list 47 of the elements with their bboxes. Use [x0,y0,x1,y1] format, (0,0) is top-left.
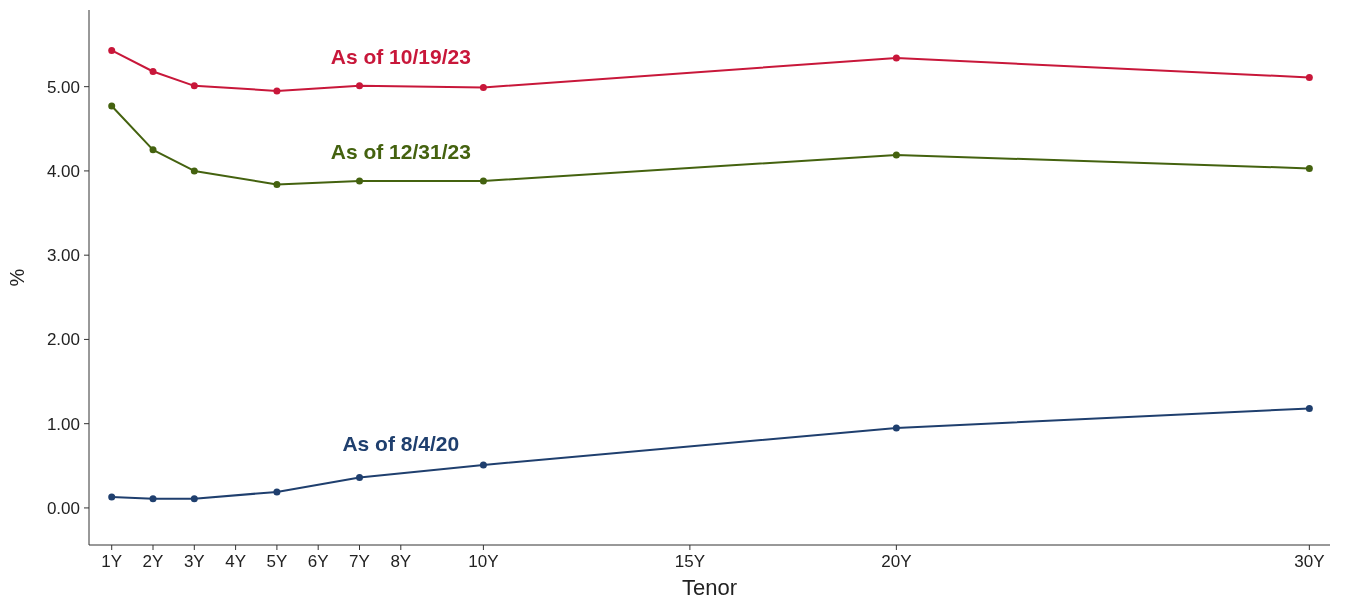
point [273,180,281,188]
x-tick-label: 5Y [266,552,288,571]
point [273,488,281,496]
point [892,54,900,62]
x-tick-label: 7Y [349,552,370,571]
series-label: As of 10/19/23 [330,45,471,69]
x-tick-label: 30Y [1294,552,1325,571]
point [190,82,198,90]
point [479,84,487,92]
point [1305,73,1313,81]
series-label: As of 8/4/20 [342,432,460,456]
point [108,493,116,501]
point [149,68,157,75]
point [273,87,281,95]
series-label: As of 12/31/23 [330,140,471,164]
point [892,424,900,432]
y-axis-title: % [6,268,28,287]
point [356,474,363,482]
x-tick-label: 8Y [390,552,412,571]
x-tick-label: 4Y [225,552,247,571]
point [1305,405,1313,413]
y-tick-label: 3.00 [46,246,80,266]
point [108,102,116,110]
y-tick-label: 1.00 [46,414,80,434]
point [356,177,363,185]
x-tick-label: 2Y [142,552,164,571]
x-axis-title: Tenor [681,575,738,600]
y-tick-label: 4.00 [46,161,80,181]
x-tick-label: 10Y [468,552,499,571]
point [479,177,487,185]
point [479,461,487,469]
point [892,151,900,159]
y-tick-label: 0.00 [46,498,80,518]
point [356,82,363,90]
x-tick-label: 3Y [183,552,205,571]
x-tick-label: 6Y [307,552,329,571]
point [1305,164,1313,172]
y-tick-label: 2.00 [46,330,80,350]
y-tick-label: 5.00 [46,77,80,97]
x-tick-label: 20Y [881,552,912,571]
point [149,146,157,154]
point [190,495,198,503]
point [108,46,116,54]
x-tick-label: 1Y [101,552,123,571]
point [190,167,198,175]
point [149,495,157,503]
x-tick-label: 15Y [674,552,706,571]
